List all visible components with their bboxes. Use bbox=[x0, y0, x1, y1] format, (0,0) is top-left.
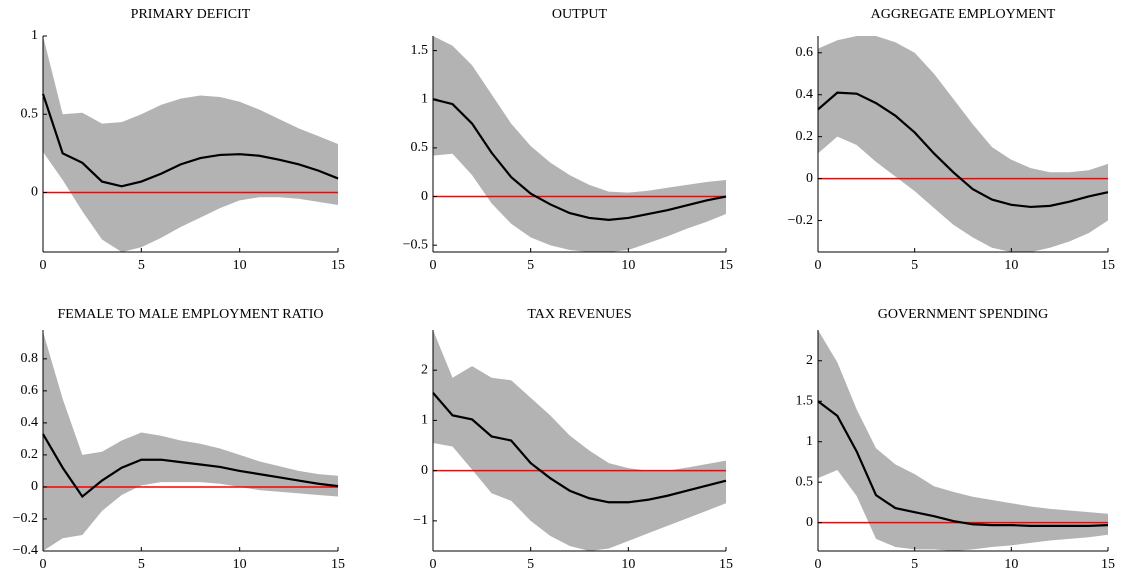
x-tick-label: 5 bbox=[911, 557, 918, 572]
x-tick-label: 15 bbox=[1101, 258, 1115, 273]
y-tick-label: 0 bbox=[31, 185, 38, 200]
confidence-band bbox=[433, 330, 726, 551]
x-tick-label: 5 bbox=[911, 258, 918, 273]
response-line bbox=[41, 93, 339, 188]
x-tick-label: 0 bbox=[815, 557, 822, 572]
x-tick-label: 10 bbox=[621, 557, 635, 572]
chart-title: OUTPUT bbox=[552, 7, 608, 22]
x-tick-label: 5 bbox=[138, 557, 145, 572]
x-tick-label: 0 bbox=[40, 258, 47, 273]
x-tick-label: 15 bbox=[331, 258, 345, 273]
y-tick-label: −1 bbox=[413, 513, 428, 528]
y-tick-label: 1 bbox=[806, 434, 813, 449]
y-tick-label: −0.5 bbox=[403, 237, 428, 252]
x-tick-label: 0 bbox=[40, 557, 47, 572]
confidence-band bbox=[43, 331, 338, 551]
y-tick-label: 0 bbox=[421, 189, 428, 204]
x-tick-label: 10 bbox=[1004, 557, 1018, 572]
y-tick-label: 0 bbox=[31, 479, 38, 494]
y-tick-label: 1.5 bbox=[796, 393, 814, 408]
response-line bbox=[817, 91, 1109, 209]
y-tick-label: 1 bbox=[31, 28, 38, 43]
y-tick-label: 0.2 bbox=[21, 447, 39, 462]
x-tick-label: 0 bbox=[430, 557, 437, 572]
y-tick-label: 0.5 bbox=[21, 106, 39, 121]
x-tick-label: 5 bbox=[527, 557, 534, 572]
y-tick-label: 2 bbox=[421, 362, 428, 377]
chart-title: TAX REVENUES bbox=[527, 307, 631, 322]
confidence-band bbox=[433, 36, 726, 252]
y-tick-label: −0.2 bbox=[788, 213, 813, 228]
y-tick-label: 0 bbox=[806, 515, 813, 530]
x-tick-label: 15 bbox=[719, 557, 733, 572]
response-line bbox=[432, 98, 727, 221]
y-tick-label: 0.8 bbox=[21, 351, 39, 366]
y-tick-label: 0.6 bbox=[21, 383, 39, 398]
x-tick-label: 10 bbox=[233, 557, 247, 572]
x-tick-label: 15 bbox=[719, 258, 733, 273]
y-tick-label: 0.2 bbox=[796, 129, 814, 144]
x-tick-label: 10 bbox=[233, 258, 247, 273]
y-tick-label: 0.6 bbox=[796, 45, 814, 60]
y-tick-label: 0.4 bbox=[21, 415, 39, 430]
chart-title: FEMALE TO MALE EMPLOYMENT RATIO bbox=[57, 307, 323, 322]
y-tick-label: 1.5 bbox=[411, 43, 429, 58]
y-tick-label: −0.2 bbox=[13, 511, 38, 526]
x-tick-label: 5 bbox=[138, 258, 145, 273]
chart-title: GOVERNMENT SPENDING bbox=[878, 307, 1048, 322]
y-tick-label: 0.4 bbox=[796, 87, 814, 102]
confidence-band bbox=[43, 36, 338, 252]
y-tick-label: 1 bbox=[421, 413, 428, 428]
y-tick-label: 0.5 bbox=[411, 140, 429, 155]
x-tick-label: 0 bbox=[815, 258, 822, 273]
y-tick-label: 1 bbox=[421, 91, 428, 106]
y-tick-label: 0 bbox=[806, 171, 813, 186]
response-line bbox=[817, 400, 1109, 528]
chart-title: AGGREGATE EMPLOYMENT bbox=[871, 7, 1056, 22]
x-tick-label: 10 bbox=[621, 258, 635, 273]
chart-title: PRIMARY DEFICIT bbox=[131, 7, 251, 22]
y-tick-label: 0.5 bbox=[796, 474, 814, 489]
x-tick-label: 5 bbox=[527, 258, 534, 273]
confidence-band bbox=[818, 330, 1108, 551]
x-tick-label: 10 bbox=[1004, 258, 1018, 273]
confidence-band bbox=[818, 36, 1108, 252]
x-tick-label: 15 bbox=[331, 557, 345, 572]
y-tick-label: −0.4 bbox=[13, 543, 38, 558]
y-tick-label: 2 bbox=[806, 353, 813, 368]
x-tick-label: 0 bbox=[430, 258, 437, 273]
response-line bbox=[42, 433, 339, 499]
x-tick-label: 15 bbox=[1101, 557, 1115, 572]
response-line bbox=[432, 392, 727, 504]
y-tick-label: 0 bbox=[421, 463, 428, 478]
